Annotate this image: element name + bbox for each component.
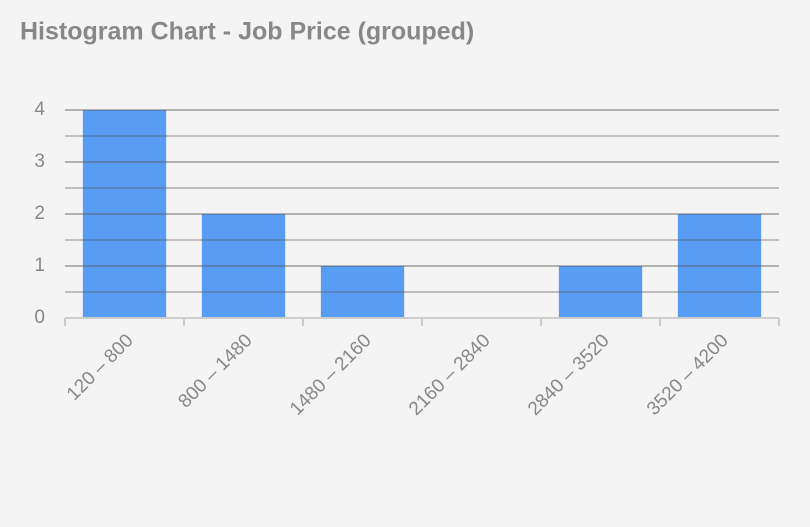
bar — [320, 266, 405, 318]
x-tick-label: 800 – 1480 — [174, 330, 256, 412]
x-tick-label: 1480 – 2160 — [286, 330, 376, 420]
y-tick-label: 4 — [34, 99, 45, 120]
y-tick-label: 2 — [34, 203, 45, 224]
chart-title: Histogram Chart - Job Price (grouped) — [20, 18, 474, 46]
y-tick-label: 1 — [34, 255, 45, 276]
y-tick-label: 3 — [34, 151, 45, 172]
x-tick-label: 3520 – 4200 — [643, 330, 733, 420]
y-tick-label: 0 — [34, 307, 45, 328]
x-tick-label: 2840 – 3520 — [524, 330, 614, 420]
bar — [558, 266, 643, 318]
x-tick-label: 120 – 800 — [63, 330, 138, 405]
x-tick-label: 2160 – 2840 — [405, 330, 495, 420]
